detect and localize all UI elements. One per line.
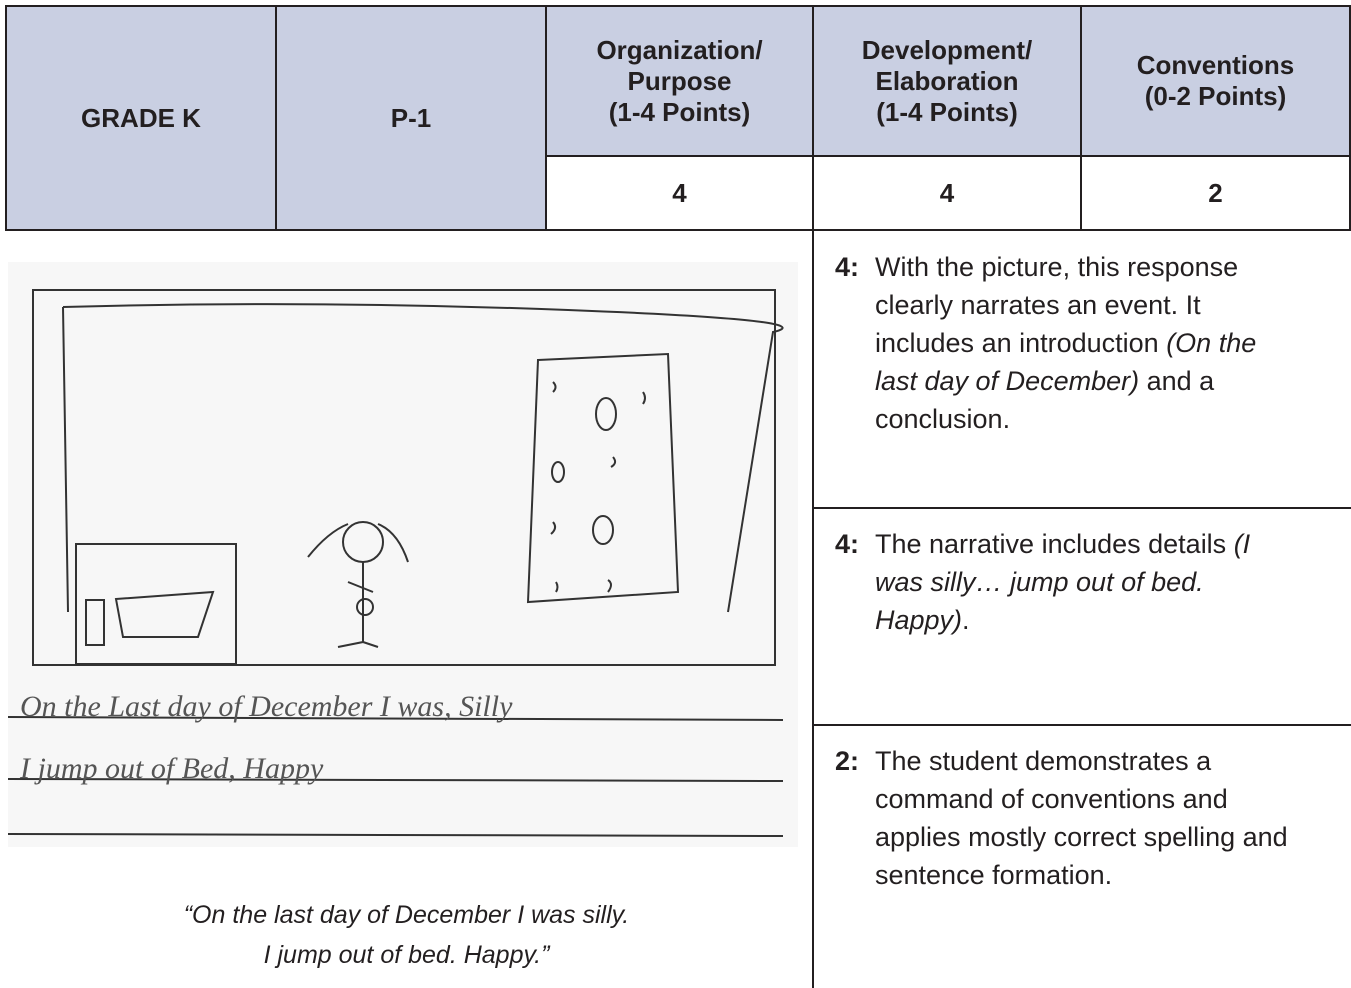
divider [812,507,1351,509]
transcription-line: I jump out of bed. Happy.” [263,941,550,969]
handwriting-line: On the Last day of December I was, Silly [20,690,513,723]
divider [812,724,1351,726]
criterion-title-line: Development/ [861,34,1033,65]
criterion-title-line: (1-4 Points) [876,96,1018,127]
handwriting-line: I jump out of Bed, Happy [20,752,324,785]
rationale-segment: (On the last day of December) [875,328,1257,396]
rationale-score: 2: [835,746,860,776]
paper-cell: P-1 [275,5,547,231]
transcription-line: “On the last day of December I was silly… [183,901,630,929]
rationale-score: 4: [835,529,860,559]
criterion-title-line: Elaboration [875,65,1019,96]
criterion-header: Conventions (0-2 Points) [1080,5,1351,157]
score-cell: 4 [545,155,814,231]
criterion-header: Organization/Purpose (1-4 Points) [545,5,814,157]
transcription: “On the last day of December I was silly… [0,895,813,975]
score: 4 [939,177,955,208]
rationale-text: The narrative includes details (I was si… [875,525,1305,639]
rationale: 4: The narrative includes details (I was … [835,525,1305,639]
rationale-segment: The narrative includes details [875,529,1234,559]
rationale-segment: The student demonstrates a command of co… [875,746,1288,890]
criterion-header: Development/Elaboration (1-4 Points) [812,5,1082,157]
criterion-title-line: Purpose [627,65,732,96]
criterion-title-line: Conventions [1136,50,1295,80]
rationale: 4: With the picture, this response clearl… [835,248,1305,438]
rationale-text: With the picture, this response clearly … [875,248,1305,438]
rationale-segment: . [962,605,970,635]
score-cell: 2 [1080,155,1351,231]
score: 4 [672,177,687,208]
criterion-title-line: (0-2 Points) [1144,81,1287,111]
grade: GRADE K [81,102,201,133]
rationale: 2: The student demonstrates a command of … [835,742,1305,894]
student-drawing [8,262,798,847]
rationale-segment: With the picture, this response clearly … [875,252,1239,358]
rationale-segment: and a conclusion. [875,366,1215,434]
score: 2 [1208,177,1223,208]
rationale-score: 4: [835,252,860,282]
criterion-title-line: Organization/ [596,34,763,65]
criterion-title-line: (1-4 Points) [608,96,751,127]
rationale-segment: (I was silly… jump out of bed. Happy) [875,529,1251,635]
paper: P-1 [390,102,432,133]
divider [812,230,814,988]
score-cell: 4 [812,155,1082,231]
rationale-text: The student demonstrates a command of co… [875,742,1305,894]
grade-cell: GRADE K [5,5,277,231]
